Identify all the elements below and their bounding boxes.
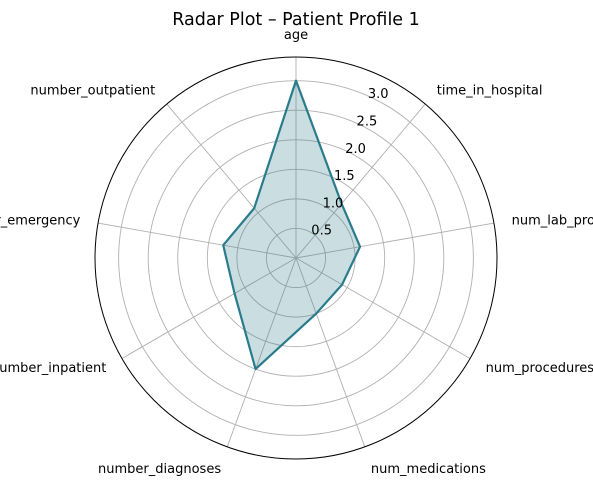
grid-spoke-9: [166, 103, 297, 259]
grid-spoke-7: [121, 257, 297, 359]
grid-spoke-4: [295, 257, 471, 359]
axis-label-num-medications: num_medications: [371, 462, 486, 477]
grid-spoke-5: [295, 257, 366, 448]
radial-tick-label-3: 1.5: [334, 169, 355, 184]
grid-spoke-8: [97, 222, 297, 259]
grid-spoke-2: [295, 103, 426, 259]
axis-label-time-in-hospital: time_in_hospital: [437, 84, 543, 99]
grid-spoke-6: [226, 257, 297, 448]
grid-spoke-3: [295, 222, 495, 259]
axis-label-number-diagnoses: number_diagnoses: [98, 462, 221, 477]
axis-label-number-outpatient: number_outpatient: [30, 84, 155, 99]
axis-label-num-lab-procedures: num_lab_procedures: [512, 213, 593, 228]
outer-frame: [94, 56, 498, 460]
radial-tick-label-5: 2.5: [357, 114, 378, 129]
series-line: [222, 79, 362, 371]
axis-labels: agetime_in_hospitalnum_lab_proceduresnum…: [0, 28, 593, 477]
axis-label-num-procedures: num_procedures: [486, 361, 593, 376]
radial-tick-labels: 0.5 1.0 1.5 2.0 2.5 3.0: [311, 87, 388, 239]
radial-tick-label-6: 3.0: [368, 87, 389, 102]
radial-tick-label-4: 2.0: [345, 142, 366, 157]
radar-grid: [94, 56, 498, 460]
chart-title: Radar Plot – Patient Profile 1: [172, 10, 420, 30]
radial-tick-label-1: 0.5: [311, 224, 332, 239]
series-area: [223, 80, 361, 370]
axis-label-age: age: [284, 28, 308, 43]
radial-tick-label-2: 1.0: [323, 196, 344, 211]
radar-series: [222, 79, 362, 371]
axis-label-number-inpatient: number_inpatient: [0, 361, 106, 376]
axis-label-number-emergency: number_emergency: [0, 213, 81, 228]
